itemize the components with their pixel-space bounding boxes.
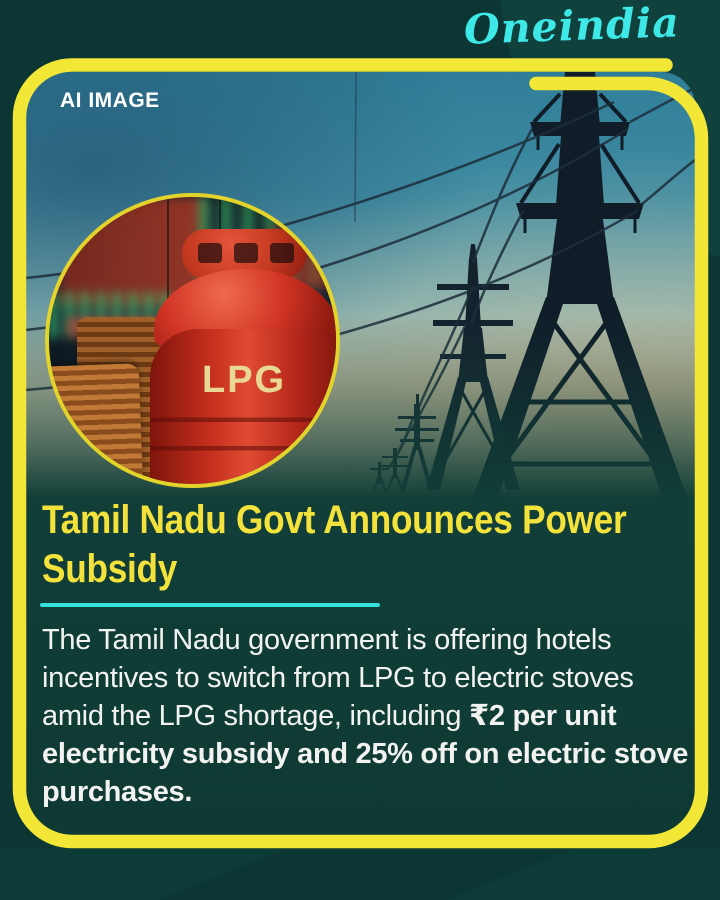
lpg-label: LPG bbox=[202, 359, 287, 401]
headline-divider bbox=[40, 603, 380, 607]
lpg-inset-circle: LPG bbox=[45, 193, 340, 488]
handle-slot bbox=[198, 243, 222, 263]
headline-line-2: Subsidy bbox=[42, 547, 178, 591]
ai-image-label: AI IMAGE bbox=[60, 89, 160, 112]
cylinder-body: LPG bbox=[150, 329, 336, 484]
coin-stack-front bbox=[49, 363, 144, 484]
brand-logo: Oneindia bbox=[463, 0, 681, 54]
lpg-cylinder: LPG bbox=[144, 217, 336, 484]
body-text: The Tamil Nadu government is offering ho… bbox=[42, 621, 694, 811]
headline: Tamil Nadu Govt Announces Power Subsidy bbox=[42, 496, 627, 594]
handle-slot bbox=[234, 243, 258, 263]
headline-line-1: Tamil Nadu Govt Announces Power bbox=[42, 498, 627, 542]
handle-slot bbox=[270, 243, 294, 263]
background-bottom-pattern bbox=[0, 848, 720, 900]
